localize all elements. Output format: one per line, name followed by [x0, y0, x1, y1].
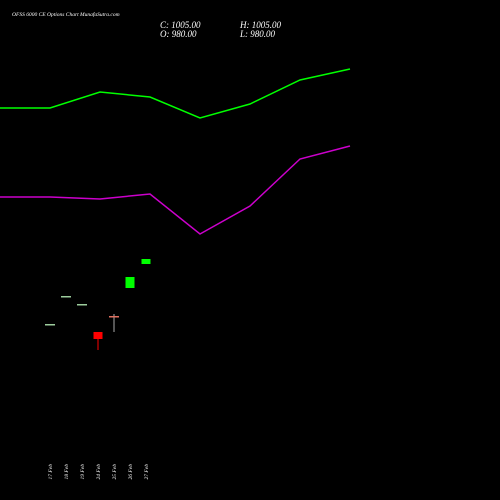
candle-body	[93, 332, 103, 339]
line-series	[0, 68, 351, 119]
candle-body	[125, 277, 135, 288]
chart-title: OFSS 6000 CE Options Chart MunafaSutra.c…	[12, 11, 120, 18]
x-tick-label: 19 Feb	[80, 464, 86, 480]
x-tick-label: 24 Feb	[95, 464, 102, 480]
line-series	[0, 145, 351, 235]
close-info: C: 1005.00	[160, 20, 201, 30]
x-tick-label: 18 Feb	[64, 464, 70, 480]
candle-body	[109, 316, 119, 318]
x-tick-label: 25 Feb	[112, 464, 118, 480]
x-tick-label: 26 Feb	[128, 464, 134, 480]
candle-body	[61, 296, 71, 298]
candle-body	[45, 324, 55, 326]
candle-body	[141, 259, 151, 264]
x-tick-label: 17 Feb	[48, 464, 54, 480]
open-info: O: 980.00	[160, 29, 197, 39]
low-info: L: 980.00	[239, 29, 276, 39]
candle-body	[77, 304, 87, 306]
high-info: H: 1005.00	[239, 20, 281, 30]
x-tick-label: 27 Feb	[144, 464, 150, 480]
